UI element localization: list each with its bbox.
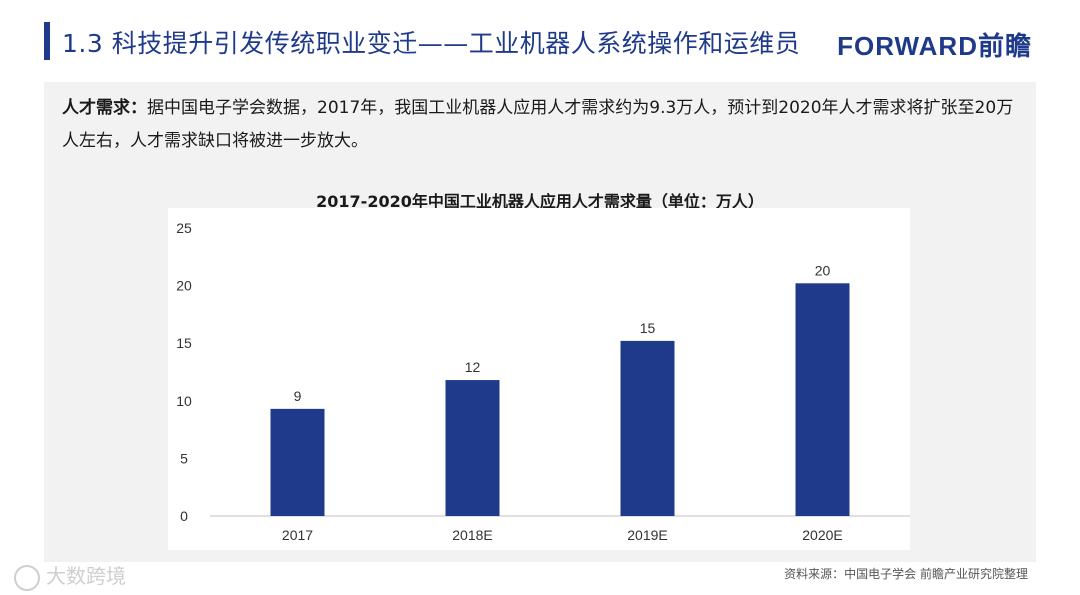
y-tick-label: 15 [176, 335, 192, 351]
data-label: 9 [294, 388, 302, 404]
data-label: 20 [815, 262, 831, 278]
brand-logo: FORWARD前瞻 [837, 31, 1032, 61]
slide-title: 1.3 科技提升引发传统职业变迁——工业机器人系统操作和运维员 [62, 29, 801, 58]
y-tick-label: 10 [176, 393, 192, 409]
y-tick-label: 0 [180, 508, 188, 524]
bar [620, 340, 675, 516]
intro-text: 据中国电子学会数据，2017年，我国工业机器人应用人才需求约为9.3万人，预计到… [62, 98, 1014, 151]
source-note: 资料来源：中国电子学会 前瞻产业研究院整理 [784, 567, 1028, 581]
bar [270, 408, 325, 516]
watermark-text: 大数跨境 [46, 564, 126, 588]
chart-title: 2017-2020年中国工业机器人应用人才需求量（单位：万人） [316, 192, 764, 211]
bar [445, 380, 500, 516]
watermark: 大数跨境 [14, 560, 126, 591]
intro-lead: 人才需求： [62, 98, 147, 118]
watermark-logo-icon [14, 564, 40, 591]
data-label: 15 [640, 320, 656, 336]
y-tick-label: 25 [176, 220, 192, 236]
x-tick-label: 2019E [627, 527, 667, 543]
x-tick-label: 2018E [452, 527, 492, 543]
x-tick-label: 2017 [282, 527, 313, 543]
intro-paragraph: 人才需求：据中国电子学会数据，2017年，我国工业机器人应用人才需求约为9.3万… [62, 92, 1022, 158]
title-accent-bar [44, 22, 50, 60]
x-tick-label: 2020E [802, 527, 842, 543]
y-tick-label: 20 [176, 278, 192, 294]
data-label: 12 [465, 359, 481, 375]
y-tick-label: 5 [180, 450, 188, 466]
bar [795, 283, 850, 516]
